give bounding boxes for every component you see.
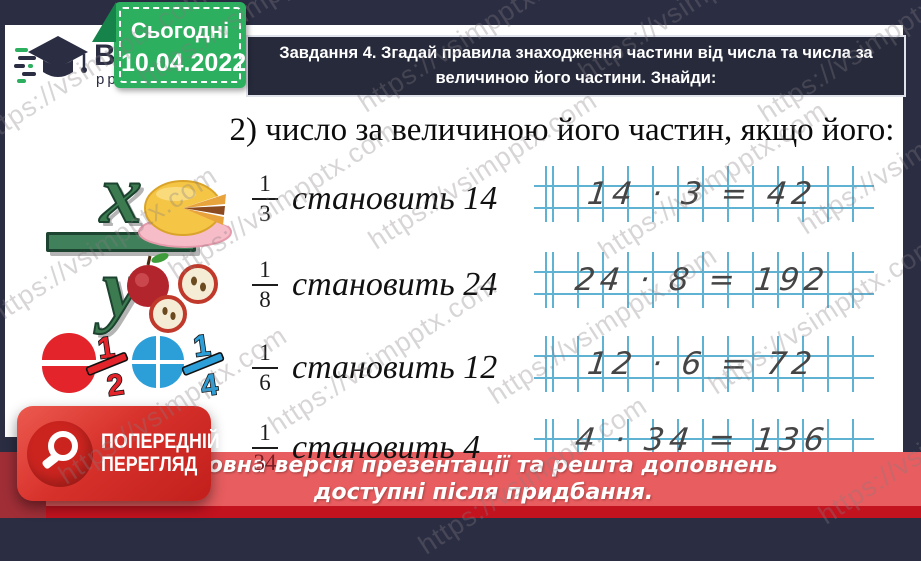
fraction-denominator: 34 — [253, 450, 277, 476]
grid-horizontal-line — [534, 293, 874, 295]
problem-row-2: 1 8 становить 24 — [252, 257, 498, 313]
problem-text: становить 24 — [292, 266, 498, 304]
problem-text: становить 4 — [292, 429, 481, 467]
grid-horizontal-line — [534, 271, 874, 273]
footer-line-1: Повна версія презентації та решта доповн… — [189, 452, 778, 478]
grid-horizontal-line — [534, 438, 874, 440]
fraction-bar — [252, 447, 278, 450]
footer-line-2: доступні після придбання. — [313, 480, 654, 505]
graduation-cap-icon — [14, 32, 90, 95]
problem-row-1: 1 3 становить 14 — [252, 171, 498, 227]
grid-vertical-lines — [542, 252, 874, 308]
fraction-numerator: 1 — [259, 257, 271, 282]
fraction: 1 34 — [252, 420, 278, 476]
fraction-denominator: 8 — [259, 287, 271, 313]
grid-paper-row3 — [534, 336, 874, 392]
fraction: 1 3 — [252, 171, 278, 227]
fraction-numerator: 1 — [259, 420, 271, 445]
date-badge-date: 10.04.2022 — [121, 49, 247, 77]
preview-line-1: ПОПЕРЕДНІЙ — [101, 430, 220, 454]
fraction: 1 6 — [252, 340, 278, 396]
fraction-bar — [252, 284, 278, 287]
handwritten-solution-2: 24 · 8 = 192 — [572, 262, 832, 298]
grid-paper-row1 — [534, 166, 874, 222]
handwritten-solution-1: 14 · 3 = 42 — [585, 176, 819, 212]
problem-row-4: 1 34 становить 4 — [252, 420, 481, 476]
grid-horizontal-line — [534, 377, 874, 379]
apples-icon — [116, 248, 234, 341]
svg-text:1: 1 — [191, 329, 212, 364]
problem-row-3: 1 6 становить 12 — [252, 340, 498, 396]
fraction: 1 8 — [252, 257, 278, 313]
fraction-numerator: 1 — [259, 171, 271, 196]
magnifier-icon — [36, 427, 84, 480]
fraction-bar — [252, 367, 278, 370]
preview-line-2: ПЕРЕГЛЯД — [101, 452, 198, 476]
svg-text:4: 4 — [199, 368, 220, 403]
grid-paper-row2 — [534, 252, 874, 308]
fraction-xy-numerator: x — [99, 148, 143, 241]
fraction-numerator: 1 — [259, 340, 271, 365]
fraction-denominator: 3 — [259, 201, 271, 227]
magnifier-circle — [27, 420, 93, 487]
fraction-quarter-icon: 1 4 — [126, 324, 230, 409]
grid-vertical-lines — [542, 166, 874, 222]
handwritten-solution-3: 12 · 6 = 72 — [585, 346, 819, 382]
fraction-bar — [252, 198, 278, 201]
grid-horizontal-line — [534, 207, 874, 209]
preview-badge: ПОПЕРЕДНІЙ ПЕРЕГЛЯД — [17, 406, 220, 501]
page-title: 2) число за величиною його частин, якщо … — [229, 112, 895, 148]
fraction-half-icon: 1 2 — [34, 326, 134, 409]
task-banner: Завдання 4. Згадай правила знаходження ч… — [246, 35, 906, 97]
problem-text: становить 14 — [292, 180, 498, 218]
footer-bottom-strip — [46, 506, 921, 518]
problem-text: становить 12 — [292, 349, 498, 387]
grid-horizontal-line — [534, 185, 874, 187]
preview-badge-text: ПОПЕРЕДНІЙ ПЕРЕГЛЯД — [101, 431, 220, 475]
cake-icon — [136, 170, 234, 257]
date-badge-label: Сьогодні — [130, 18, 230, 43]
fraction-denominator: 6 — [259, 370, 271, 396]
grid-vertical-lines — [542, 336, 874, 392]
date-badge: Сьогодні 10.04.2022 — [92, 2, 247, 88]
grid-horizontal-line — [534, 355, 874, 357]
date-badge-frame: Сьогодні 10.04.2022 — [119, 7, 247, 83]
svg-text:2: 2 — [105, 368, 126, 403]
